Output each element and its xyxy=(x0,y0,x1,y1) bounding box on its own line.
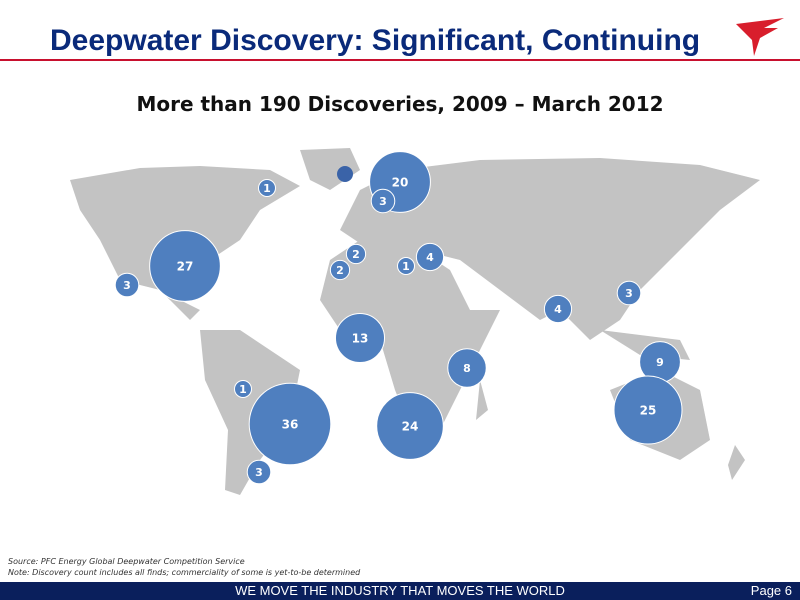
bubble-label: 3 xyxy=(625,287,633,300)
discovery-bubble xyxy=(397,257,415,275)
footer: WE MOVE THE INDUSTRY THAT MOVES THE WORL… xyxy=(0,582,800,600)
source-note: Source: PFC Energy Global Deepwater Comp… xyxy=(8,557,245,566)
logo xyxy=(736,18,784,56)
bubble-label: 4 xyxy=(554,303,562,316)
bubble-label: 20 xyxy=(392,176,409,190)
bubble-label: 1 xyxy=(239,383,247,396)
notes: Source: PFC Energy Global Deepwater Comp… xyxy=(8,556,360,578)
bubble-label: 27 xyxy=(177,260,194,274)
count-note: Note: Discovery count includes all finds… xyxy=(8,568,361,577)
bubble-label: 1 xyxy=(402,260,410,273)
discovery-bubble xyxy=(415,242,445,272)
unlabeled-bubble xyxy=(337,166,353,182)
discovery-bubble xyxy=(370,188,396,214)
bubble-label: 3 xyxy=(255,466,263,479)
discovery-bubble xyxy=(376,392,444,460)
discovery-bubble xyxy=(345,243,367,265)
discovery-bubble xyxy=(149,230,221,302)
madagascar xyxy=(476,380,488,420)
bubble-label: 1 xyxy=(263,182,271,195)
world-map: 1 20 3 27 3 22 1 4 13 8 4 3 9 25 1 36 24 3 xyxy=(70,148,760,495)
discovery-bubble xyxy=(114,272,140,298)
page-number: Page 6 xyxy=(750,583,792,598)
map-subtitle: More than 190 Discoveries, 2009 – March … xyxy=(136,92,664,116)
tagline: WE MOVE THE INDUSTRY THAT MOVES THE WORL… xyxy=(235,583,565,598)
bubble-label: 3 xyxy=(123,279,131,292)
logo-bird xyxy=(736,18,784,56)
bubble-label: 3 xyxy=(379,195,387,208)
bubble-label: 25 xyxy=(640,404,657,418)
discovery-bubble xyxy=(258,179,276,197)
discovery-bubble xyxy=(329,259,351,281)
bubble-label: 2 xyxy=(336,264,344,277)
new-zealand xyxy=(728,445,745,480)
bubble-label: 24 xyxy=(402,420,419,434)
discovery-bubble xyxy=(447,348,487,388)
discovery-bubble xyxy=(616,280,642,306)
bubble-label: 9 xyxy=(656,356,664,369)
slide-title: Deepwater Discovery: Significant, Contin… xyxy=(50,24,701,57)
discovery-bubble xyxy=(248,382,332,466)
bubble-label: 36 xyxy=(282,418,299,432)
bubble-label: 8 xyxy=(463,362,471,375)
title-rule xyxy=(0,59,800,61)
discovery-bubble xyxy=(246,459,272,485)
south-america xyxy=(200,330,300,495)
africa xyxy=(320,240,500,440)
bubble-label: 2 xyxy=(352,248,360,261)
discovery-bubble xyxy=(234,380,252,398)
discovery-bubble xyxy=(543,294,573,324)
bubble-label: 4 xyxy=(426,251,434,264)
discovery-bubble xyxy=(613,375,683,445)
bubble-label: 13 xyxy=(352,332,369,346)
discovery-bubble xyxy=(334,312,386,364)
eurasia xyxy=(340,158,760,340)
